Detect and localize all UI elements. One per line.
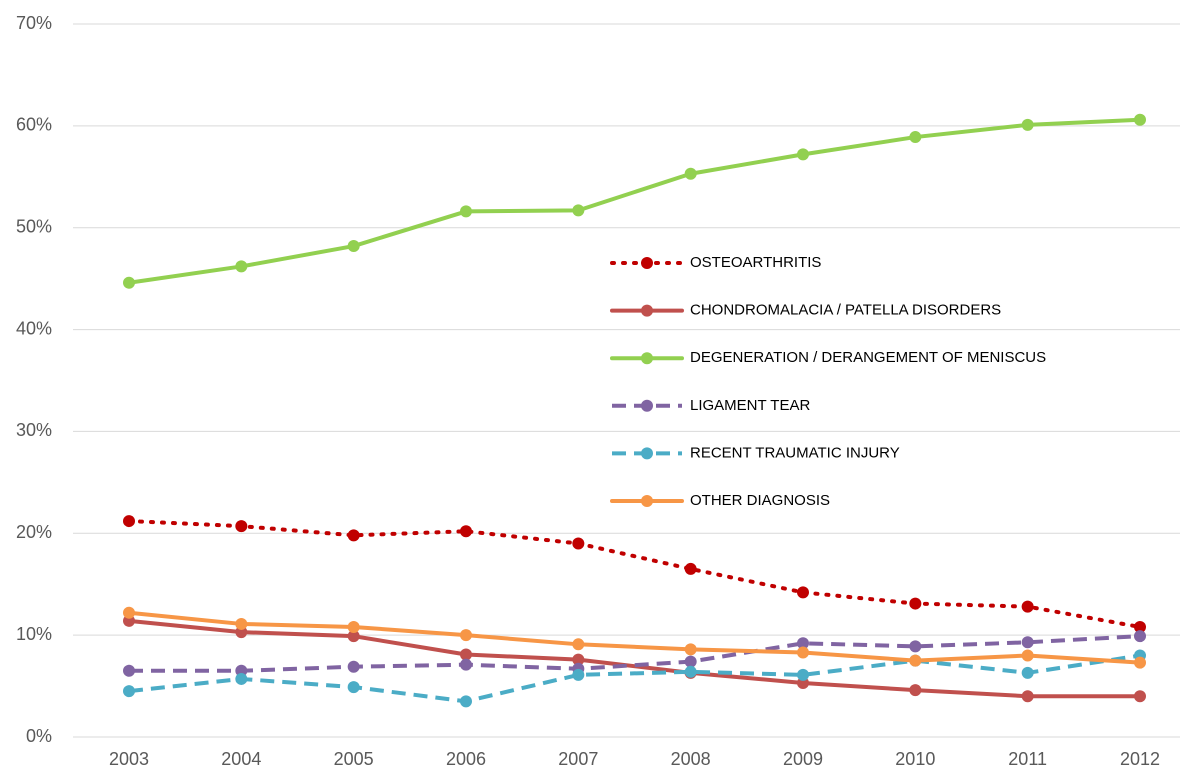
series-line — [127, 519, 1142, 629]
x-tick-label: 2004 — [221, 749, 261, 769]
x-tick-label: 2008 — [671, 749, 711, 769]
point-marker — [123, 276, 135, 289]
x-tick-label: 2005 — [334, 749, 374, 769]
point-marker — [347, 660, 360, 673]
legend-marker — [641, 352, 653, 365]
point-marker — [909, 131, 922, 144]
point-marker — [235, 520, 248, 533]
point-marker — [347, 529, 360, 542]
point-marker — [572, 653, 585, 666]
point-marker — [797, 646, 809, 659]
point-marker — [1021, 666, 1034, 679]
legend-marker — [641, 399, 653, 412]
legend-label: OSTEOARTHRITIS — [690, 254, 821, 271]
point-marker — [684, 655, 697, 668]
point-marker — [1021, 636, 1034, 649]
point-marker — [347, 620, 360, 633]
point-marker — [797, 668, 809, 681]
point-marker — [347, 240, 360, 253]
legend-marker — [641, 304, 653, 317]
point-marker — [460, 205, 472, 218]
point-marker — [572, 668, 585, 681]
legend-label: CHONDROMALACIA / PATELLA DISORDERS — [690, 302, 1001, 319]
point-marker — [1134, 620, 1146, 633]
x-tick-label: 2006 — [446, 749, 486, 769]
point-marker — [572, 638, 585, 651]
point-marker — [572, 204, 585, 217]
series-line — [127, 117, 1142, 285]
y-tick-label: 10% — [16, 624, 52, 644]
point-marker — [123, 606, 135, 619]
x-tick-label: 2011 — [1008, 749, 1047, 769]
point-marker — [1134, 630, 1146, 643]
x-tick-label: 2007 — [558, 749, 598, 769]
point-marker — [347, 681, 360, 694]
point-marker — [460, 648, 472, 661]
point-marker — [797, 148, 809, 161]
series-line — [127, 618, 1142, 699]
point-marker — [1021, 118, 1034, 131]
point-marker — [460, 629, 472, 642]
series-line — [129, 634, 1141, 673]
y-tick-label: 30% — [16, 420, 52, 440]
point-marker — [684, 643, 697, 656]
y-tick-label: 60% — [16, 115, 52, 135]
point-marker — [1021, 600, 1034, 613]
legend-label: LIGAMENT TEAR — [690, 397, 810, 414]
legend-marker — [641, 495, 653, 507]
y-tick-label: 70% — [16, 13, 52, 33]
point-marker — [909, 684, 922, 697]
point-marker — [460, 658, 472, 671]
x-tick-label: 2009 — [783, 749, 823, 769]
point-marker — [123, 664, 135, 677]
point-marker — [909, 640, 922, 653]
point-marker — [684, 665, 697, 678]
series-line — [128, 653, 1141, 704]
point-marker — [123, 515, 135, 528]
y-tick-label: 20% — [16, 522, 52, 542]
point-marker — [235, 672, 248, 685]
series-line — [127, 610, 1142, 665]
legend-label: OTHER DIAGNOSIS — [690, 492, 830, 509]
point-marker — [1021, 649, 1034, 662]
point-marker — [460, 525, 472, 538]
point-marker — [684, 562, 697, 575]
point-marker — [797, 586, 809, 599]
point-marker — [1134, 656, 1146, 669]
point-marker — [797, 637, 809, 650]
point-marker — [572, 537, 585, 550]
point-marker — [1134, 113, 1146, 126]
legend-label: DEGENERATION / DERANGEMENT OF MENISCUS — [690, 349, 1046, 366]
legend-label: RECENT TRAUMATIC INJURY — [690, 444, 900, 461]
point-marker — [123, 685, 135, 698]
point-marker — [235, 617, 248, 630]
point-marker — [1021, 690, 1034, 703]
y-tick-label: 0% — [26, 726, 52, 746]
x-tick-label: 2003 — [109, 749, 149, 769]
legend-marker — [641, 257, 653, 269]
point-marker — [347, 630, 360, 643]
y-tick-label: 40% — [16, 318, 52, 338]
point-marker — [909, 654, 922, 667]
point-marker — [235, 260, 248, 273]
x-tick-label: 2010 — [895, 749, 935, 769]
y-tick-label: 50% — [16, 216, 52, 236]
legend-marker — [641, 447, 653, 460]
point-marker — [909, 597, 922, 610]
point-marker — [1134, 690, 1146, 703]
x-tick-label: 2012 — [1120, 749, 1160, 769]
point-marker — [684, 167, 697, 180]
point-marker — [460, 695, 472, 708]
